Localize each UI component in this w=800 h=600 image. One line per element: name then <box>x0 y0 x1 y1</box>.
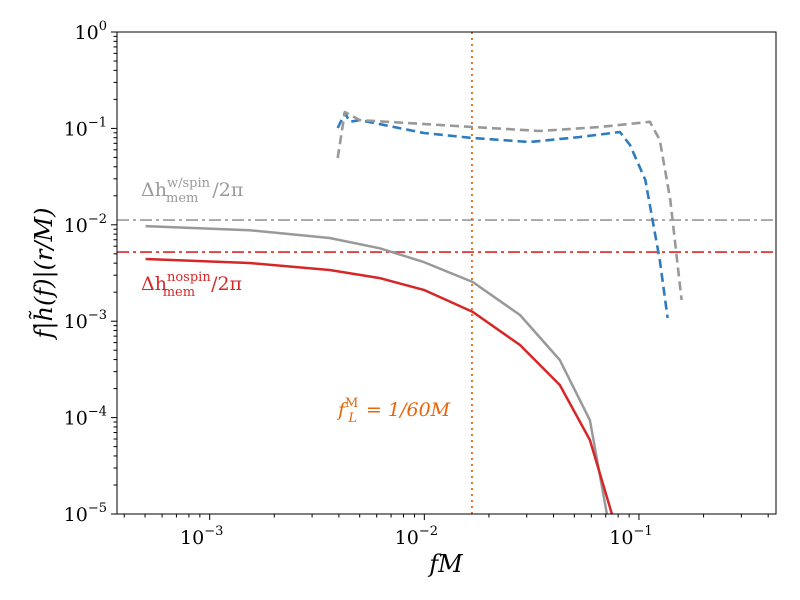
x-tick-label: 10−2 <box>395 524 438 549</box>
y-tick-label: 10−3 <box>64 308 107 333</box>
y-tick-label: 100 <box>75 19 107 44</box>
y-tick-label: 10−2 <box>64 212 107 237</box>
x-tick-label: 10−1 <box>609 524 652 549</box>
x-axis-label: fM <box>427 550 464 578</box>
y-tick-label: 10−1 <box>64 115 107 140</box>
annotation-flow: fM L = 1/60M <box>336 396 451 426</box>
x-tick-label: 10−3 <box>180 524 223 549</box>
series-line-0 <box>145 224 609 515</box>
series-line-2 <box>336 111 669 319</box>
y-axis-label: f|h̃(f)|(r/M) <box>29 208 59 341</box>
series-line-3 <box>336 110 683 301</box>
series-line-1 <box>145 257 614 515</box>
annotation-spin: Δhw/spin mem/2π <box>141 176 243 206</box>
annotation-nospin: Δhnospin mem/2π <box>141 270 242 300</box>
y-tick-label: 10−4 <box>64 405 107 430</box>
y-tick-label: 10−5 <box>64 501 107 526</box>
plot-frame <box>116 31 777 515</box>
